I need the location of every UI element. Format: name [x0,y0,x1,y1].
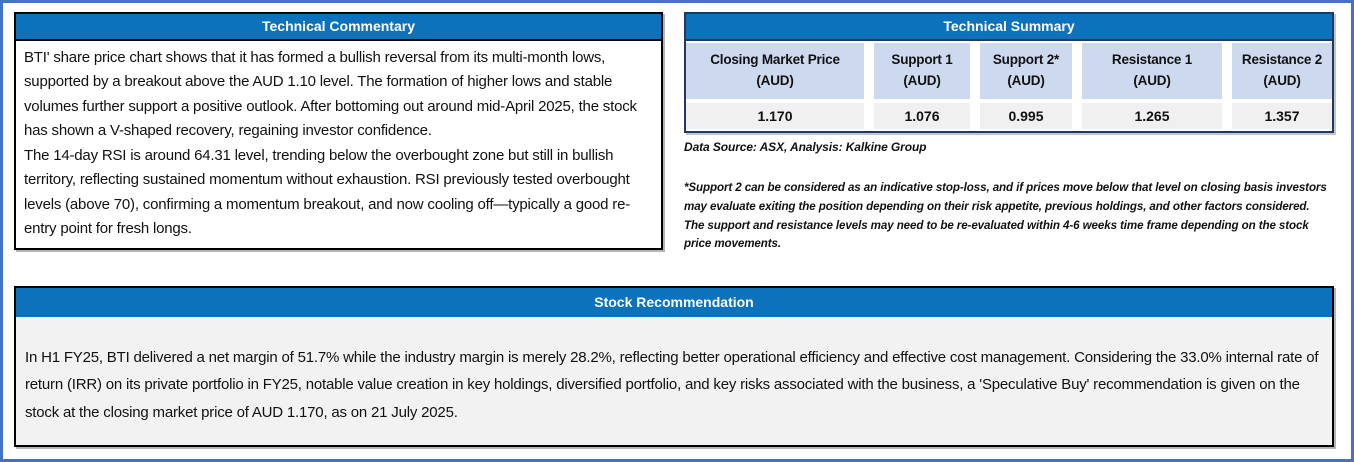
technical-commentary-title: Technical Commentary [16,14,661,41]
column-unit: (AUD) [1263,73,1301,88]
header-cell-closing-price: Closing Market Price (AUD) [686,43,864,99]
stock-recommendation-panel: Stock Recommendation In H1 FY25, BTI del… [14,286,1334,448]
column-label: Support 1 [891,52,953,68]
column-label: Closing Market Price [710,52,840,68]
column-unit: (AUD) [756,73,794,88]
stock-recommendation-body: In H1 FY25, BTI delivered a net margin o… [25,349,1319,421]
column-unit: (AUD) [1133,73,1171,88]
commentary-paragraph-2: The 14-day RSI is around 64.31 level, tr… [24,146,631,238]
value-cell-closing-price: 1.170 [686,103,864,129]
data-source-note: Data Source: ASX, Analysis: Kalkine Grou… [684,140,927,154]
value-cell-resistance-1: 1.265 [1082,103,1222,129]
column-label: Resistance 1 [1111,52,1193,68]
technical-commentary-panel: Technical Commentary BTI' share price ch… [14,12,663,250]
value-cell-resistance-2: 1.357 [1232,103,1332,129]
technical-summary-table: Technical Summary Closing Market Price (… [684,12,1334,133]
commentary-paragraph-1: BTI' share price chart shows that it has… [24,49,637,140]
value-cell-support-1: 1.076 [874,103,970,129]
technical-summary-section: Technical Summary Closing Market Price (… [684,12,1334,254]
column-label: Support 2* [992,52,1060,68]
header-cell-support-2: Support 2* (AUD) [980,43,1072,99]
column-unit: (AUD) [1007,73,1045,88]
summary-header-row: Closing Market Price (AUD) Support 1 (AU… [686,43,1332,99]
header-cell-resistance-2: Resistance 2 (AUD) [1232,43,1332,99]
support-2-footnote: *Support 2 can be considered as an indic… [684,181,1327,251]
summary-values-row: 1.170 1.076 0.995 1.265 1.357 [686,103,1332,129]
technical-summary-title: Technical Summary [686,14,1332,41]
header-cell-support-1: Support 1 (AUD) [874,43,970,99]
technical-commentary-body: BTI' share price chart shows that it has… [16,41,661,247]
column-unit: (AUD) [903,73,941,88]
value-cell-support-2: 0.995 [980,103,1072,129]
top-row: Technical Commentary BTI' share price ch… [14,12,1337,254]
column-label: Resistance 2 [1241,52,1323,68]
stock-recommendation-title: Stock Recommendation [16,288,1332,318]
header-cell-resistance-1: Resistance 1 (AUD) [1082,43,1222,99]
